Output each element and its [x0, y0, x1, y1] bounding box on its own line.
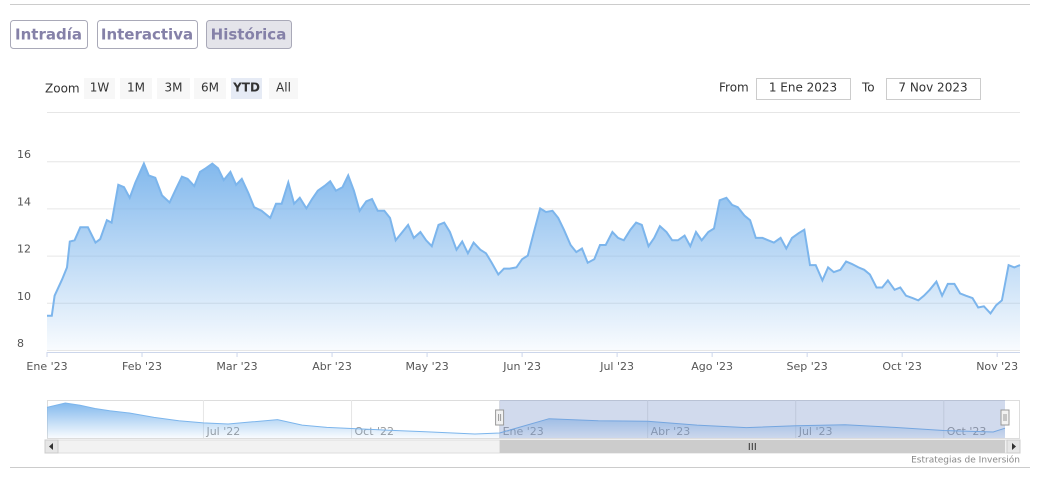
tab-label[interactable]: Interactiva — [101, 26, 193, 44]
main-chart: 8 10 12 14 16 Ene '23 Feb '23 Mar '23 Abr '23 May… — [17, 148, 1021, 373]
tab-button[interactable] — [206, 20, 292, 49]
handle-grip — [498, 414, 502, 421]
credits: Estrategias de Inversión — [911, 455, 1020, 466]
navigator-area — [47, 403, 1005, 438]
zoom-button-label[interactable]: YTD — [232, 81, 260, 95]
zoom-button[interactable] — [231, 78, 262, 99]
x-tick-label: Ago '23 — [691, 360, 733, 373]
arrow-left — [49, 443, 53, 450]
zoom-bar: Zoom 1W 1M 3M 6M YTD All — [45, 78, 298, 99]
zoom-button-label[interactable]: 6M — [201, 81, 219, 95]
zoom-button[interactable] — [120, 78, 152, 99]
navigator-selection — [499, 400, 1005, 438]
from-input[interactable] — [756, 78, 851, 100]
range-selector: From 1 Ene 2023 To 7 Nov 2023 — [719, 78, 981, 100]
zoom-button[interactable] — [84, 78, 115, 99]
x-tick-label: Jul '23 — [599, 360, 634, 373]
zoom-button-label[interactable]: 3M — [165, 81, 183, 95]
x-tick-label: May '23 — [405, 360, 448, 373]
to-input[interactable] — [886, 78, 981, 100]
arrow-right — [1012, 443, 1016, 450]
navigator-handle[interactable] — [495, 409, 505, 426]
tab-button[interactable] — [10, 20, 88, 49]
x-tick-label: Abr '23 — [312, 360, 352, 373]
price-line — [47, 161, 1021, 317]
navigator-line — [46, 402, 1006, 435]
to-value[interactable]: 7 Nov 2023 — [898, 81, 967, 95]
zoom-button[interactable] — [194, 78, 226, 99]
zoom-button-label[interactable]: 1W — [90, 81, 110, 95]
scrollbar — [44, 439, 1021, 454]
x-tick-label: Oct '23 — [882, 360, 922, 373]
y-tick-label: 10 — [17, 290, 31, 303]
from-value[interactable]: 1 Ene 2023 — [769, 81, 837, 95]
tab-button[interactable] — [97, 20, 198, 49]
zoom-label: Zoom — [45, 82, 80, 96]
zoom-button-label[interactable]: 1M — [127, 81, 145, 95]
x-tick-label: Jun '23 — [502, 360, 541, 373]
to-label: To — [861, 81, 875, 95]
tab-bar: Intradía Interactiva Histórica — [10, 20, 292, 49]
x-tick-label: Feb '23 — [122, 360, 162, 373]
y-tick-label: 14 — [17, 195, 31, 208]
x-tick-label: Mar '23 — [216, 360, 257, 373]
from-label: From — [719, 81, 749, 95]
handle-grip — [1003, 414, 1007, 421]
x-tick-label: Nov '23 — [976, 360, 1018, 373]
area-fill — [47, 163, 1020, 350]
x-tick-label: Ene '23 — [26, 360, 67, 373]
y-tick-label: 12 — [17, 243, 31, 256]
tab-label[interactable]: Histórica — [211, 26, 287, 44]
y-tick-label: 16 — [17, 148, 31, 161]
zoom-button-label[interactable]: All — [276, 81, 291, 95]
x-tick-label: Sep '23 — [787, 360, 828, 373]
zoom-button[interactable] — [157, 78, 190, 99]
y-tick-label: 8 — [17, 337, 24, 350]
navigator-handle[interactable] — [1000, 409, 1010, 426]
zoom-button[interactable] — [269, 78, 298, 99]
tab-label[interactable]: Intradía — [15, 26, 82, 44]
thumb-grip — [748, 443, 756, 450]
